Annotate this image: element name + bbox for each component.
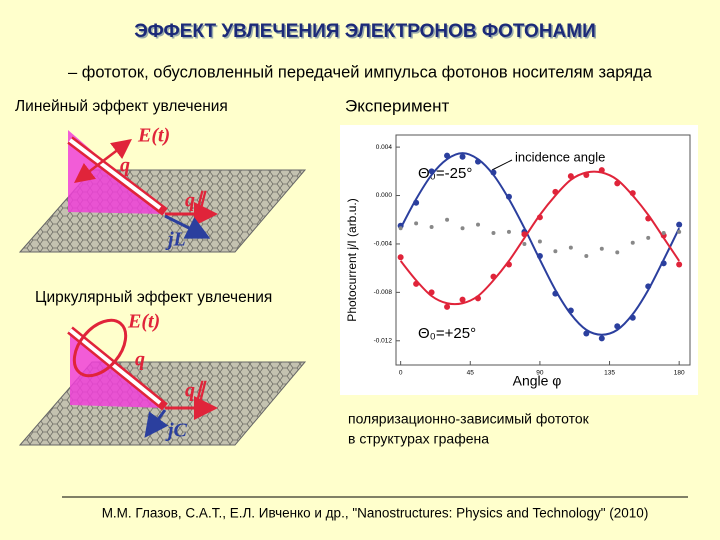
fit-line: [399, 170, 680, 306]
data-point: [630, 240, 635, 245]
caption: поляризационно-зависимый фототок: [348, 411, 590, 427]
x-tick-label: 45: [467, 370, 475, 377]
annotation: Θ₀=+25°: [418, 325, 476, 342]
field-label: E(t): [127, 311, 160, 333]
y-axis-label: Photocurrent j/I (arb.u.): [345, 198, 359, 321]
fit-line: [399, 152, 681, 336]
title: ЭФФЕКТ УВЛЕЧЕНИЯ ЭЛЕКТРОНОВ ФОТОНАМИ: [134, 21, 596, 42]
data-point: [459, 296, 466, 303]
data-point: [522, 241, 527, 246]
data-point: [598, 335, 605, 342]
j-label: jC: [165, 420, 188, 442]
circular-heading: Циркулярный эффект увлечения: [35, 289, 272, 306]
data-point: [398, 226, 403, 231]
data-point: [646, 235, 651, 240]
data-point: [583, 330, 590, 337]
data-point: [506, 229, 511, 234]
q-label: q: [120, 155, 130, 177]
data-point: [677, 229, 682, 234]
citation: М.М. Глазов, С.А.Т., Е.Л. Ивченко и др.,…: [102, 506, 649, 521]
q-par-label: q∥: [185, 190, 207, 212]
data-point: [491, 231, 496, 236]
data-point: [429, 225, 434, 229]
annotation-pointer: [491, 159, 513, 171]
y-tick-label: -0.008: [374, 289, 393, 296]
y-tick-label: -0.012: [374, 338, 393, 345]
data-point: [414, 221, 419, 226]
x-tick-label: 180: [674, 370, 685, 377]
data-point: [460, 226, 465, 231]
q-par-label: q∥: [185, 380, 207, 402]
y-tick-label: 0.000: [376, 192, 393, 199]
caption: в структурах графена: [348, 431, 489, 447]
subtitle: – фототок, обусловленный передачей импул…: [68, 63, 653, 81]
x-tick-label: 135: [604, 370, 615, 377]
q-label: q: [135, 349, 145, 371]
x-tick-label: 90: [536, 370, 544, 377]
plot-frame: [395, 134, 691, 366]
j-label: jL: [165, 229, 186, 251]
data-point: [553, 249, 558, 254]
data-point: [459, 153, 466, 160]
y-tick-label: 0.004: [376, 144, 393, 151]
data-point: [615, 250, 620, 255]
linear-diagram: [18, 130, 307, 253]
data-point: [444, 303, 451, 310]
annotation: Θ₀=-25°: [418, 165, 472, 182]
data-point: [476, 222, 481, 227]
data-point: [537, 239, 542, 244]
title-shadow: ЭФФЕКТ УВЛЕЧЕНИЯ ЭЛЕКТРОНОВ ФОТОНАМИ: [136, 23, 598, 44]
data-point: [397, 254, 404, 261]
data-point: [676, 221, 683, 228]
y-tick-label: -0.004: [374, 241, 393, 248]
data-point: [445, 217, 450, 222]
data-point: [599, 246, 604, 251]
circular-diagram: [18, 318, 307, 446]
data-point: [568, 245, 573, 250]
chart-background: [340, 125, 698, 395]
data-point: [676, 261, 683, 268]
data-point: [661, 231, 666, 236]
data-point: [584, 254, 589, 259]
experiment-heading: Эксперимент: [345, 96, 449, 115]
x-tick-label: 0: [399, 370, 403, 377]
field-label: E(t): [137, 125, 170, 147]
linear-heading: Линейный эффект увлечения: [15, 98, 228, 115]
annotation: incidence angle: [515, 149, 605, 164]
x-axis-label: Angle φ: [513, 373, 562, 389]
